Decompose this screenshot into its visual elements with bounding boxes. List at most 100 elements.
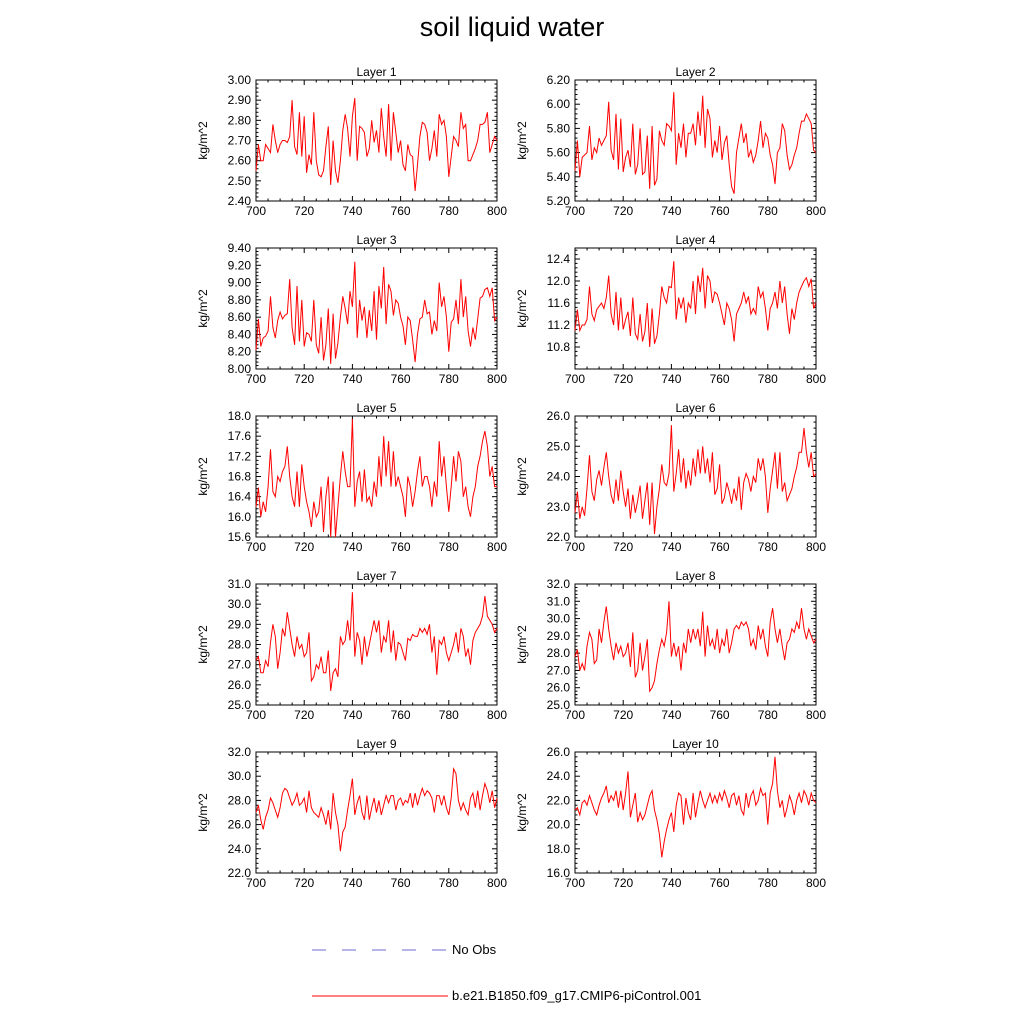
panel-4-series-line [574,261,817,348]
panel-7-ytick-label: 31.0 [228,577,252,591]
panel-6-xtick-label: 780 [758,540,778,554]
panel-4-xtick-label: 800 [806,372,826,386]
legend-obs-label: No Obs [452,942,497,957]
panel-10-xtick-label: 800 [806,876,826,890]
panel-10-ytick-label: 22.0 [547,793,571,807]
panel-9-series-line [255,767,498,852]
panel-8-ytick-label: 32.0 [547,577,571,591]
panel-8-title: Layer 8 [675,569,715,583]
panel-3-xtick-label: 760 [391,372,411,386]
panel-9-xtick-label: 800 [487,876,507,890]
panel-5-xtick-label: 800 [487,540,507,554]
panel-1-xtick-label: 700 [246,204,266,218]
panel-8-xtick-label: 740 [661,708,681,722]
panel-1-xtick-label: 800 [487,204,507,218]
panel-7-ytick-label: 26.0 [228,678,252,692]
panel-9-ytick-label: 26.0 [228,818,252,832]
panel-10-xtick-label: 720 [613,876,633,890]
panel-2-xtick-label: 780 [758,204,778,218]
panel-3-xtick-label: 780 [439,372,459,386]
panel-5-title: Layer 5 [356,401,396,415]
panel-7-xtick-label: 740 [342,708,362,722]
panel-1-ytick-label: 2.80 [228,113,252,127]
panel-7-ytick-label: 25.0 [228,698,252,712]
panel-1-xtick-label: 740 [342,204,362,218]
panel-5-ytick-label: 16.8 [228,470,252,484]
panel-10-title: Layer 10 [672,737,719,751]
panel-1-ytick-label: 2.50 [228,174,252,188]
panel-6-title: Layer 6 [675,401,715,415]
panel-1-title: Layer 1 [356,65,396,79]
panel-2-xtick-label: 800 [806,204,826,218]
panel-8-xtick-label: 760 [710,708,730,722]
panel-3-xtick-label: 720 [294,372,314,386]
panel-5-ytick-label: 17.2 [228,449,252,463]
panel-2-xtick-label: 700 [565,204,585,218]
panel-1-ytick-label: 2.90 [228,93,252,107]
panel-5-series-line [255,418,497,538]
panel-4-ytick-label: 11.6 [548,296,571,310]
panel-10-ytick-label: 26.0 [547,745,571,759]
panel-9-xtick-label: 760 [391,876,411,890]
panel-10-xtick-label: 760 [710,876,730,890]
panel-4-xtick-label: 720 [613,372,633,386]
panel-7-ytick-label: 30.0 [228,597,252,611]
panel-4-ytick-label: 11.2 [548,318,571,332]
panel-2-ylabel: kg/m^2 [515,121,529,160]
panel-6-series-line [574,425,817,535]
panel-9-xtick-label: 700 [246,876,266,890]
panel-10-xtick-label: 700 [565,876,585,890]
panel-6-xtick-label: 740 [661,540,681,554]
panel-7-title: Layer 7 [356,569,396,583]
panel-10-ytick-label: 18.0 [547,842,571,856]
panel-4-xtick-label: 700 [565,372,585,386]
panel-7-xtick-label: 800 [487,708,507,722]
panel-10-ytick-label: 16.0 [547,866,571,880]
panel-6-xtick-label: 800 [806,540,826,554]
panel-5-ylabel: kg/m^2 [196,457,210,496]
panel-9-ytick-label: 28.0 [228,793,252,807]
panel-2-ytick-label: 6.00 [547,97,571,111]
panel-8-xtick-label: 720 [613,708,633,722]
panel-10-xtick-label: 780 [758,876,778,890]
panel-4-xtick-label: 780 [758,372,778,386]
panel-5-ytick-label: 16.4 [228,490,252,504]
panel-7-ylabel: kg/m^2 [196,625,210,664]
panel-2-series-line [574,92,817,194]
panel-4-ylabel: kg/m^2 [515,289,529,328]
panel-3-ytick-label: 9.40 [228,241,252,255]
panel-6-xtick-label: 760 [710,540,730,554]
panel-6-xtick-label: 700 [565,540,585,554]
panel-5-xtick-label: 740 [342,540,362,554]
panel-5-xtick-label: 760 [391,540,411,554]
panel-3-ylabel: kg/m^2 [196,289,210,328]
panel-4-ytick-label: 10.8 [547,340,571,354]
legend-model-label: b.e21.B1850.f09_g17.CMIP6-piControl.001 [452,988,702,1003]
panel-8-ytick-label: 29.0 [547,629,571,643]
panel-9-xtick-label: 740 [342,876,362,890]
panel-2-ytick-label: 5.80 [547,121,571,135]
panel-1-ylabel: kg/m^2 [196,121,210,160]
panel-2-ytick-label: 5.20 [547,194,571,208]
panel-8-series-line [574,601,817,693]
panel-3-ytick-label: 8.40 [228,327,252,341]
panel-3-ytick-label: 8.80 [228,293,252,307]
panel-3-ytick-label: 8.00 [228,362,252,376]
panel-1-xtick-label: 720 [294,204,314,218]
panel-2-ytick-label: 5.60 [547,146,571,160]
panel-3-ytick-label: 8.60 [228,310,252,324]
panel-10-ytick-label: 24.0 [547,769,571,783]
panel-8-xtick-label: 800 [806,708,826,722]
panel-6-ytick-label: 26.0 [547,409,571,423]
panel-3-ytick-label: 9.00 [228,276,252,290]
panel-4-title: Layer 4 [675,233,715,247]
panel-9-ylabel: kg/m^2 [196,793,210,832]
panel-2-xtick-label: 740 [661,204,681,218]
panel-7-ytick-label: 28.0 [228,638,252,652]
panel-8-xtick-label: 700 [565,708,585,722]
panel-5-ytick-label: 15.6 [228,530,252,544]
panel-9-ytick-label: 30.0 [228,769,252,783]
panel-10-series-line [574,756,817,858]
